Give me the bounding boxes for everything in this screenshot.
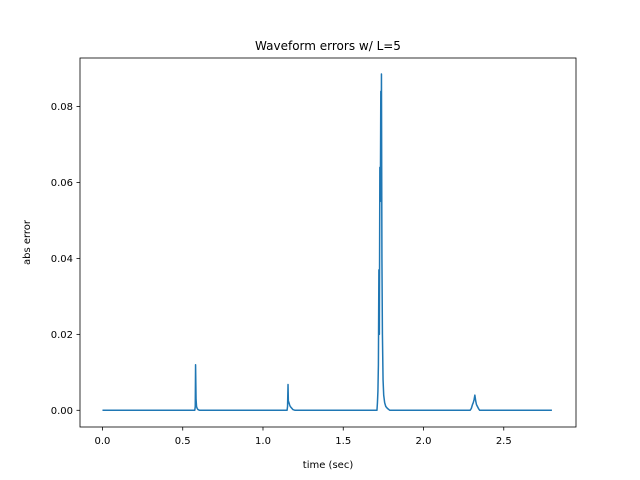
y-axis-ticks: 0.00 0.02 0.04 0.06 0.08 [51, 102, 80, 417]
x-tick-label: 2.5 [496, 436, 512, 447]
y-tick-label: 0.00 [51, 406, 73, 417]
x-tick-label: 2.0 [416, 436, 432, 447]
plot-frame [79, 57, 577, 428]
chart-title: Waveform errors w/ L=5 [255, 39, 401, 53]
y-tick-label: 0.02 [51, 330, 73, 341]
y-tick-label: 0.04 [51, 254, 73, 265]
y-tick-label: 0.08 [51, 102, 73, 113]
x-axis-label: time (sec) [303, 460, 354, 471]
x-tick-label: 0.0 [95, 436, 111, 447]
series-layer [102, 73, 552, 412]
y-axis-label: abs error [22, 219, 33, 265]
x-tick-label: 0.5 [175, 436, 191, 447]
x-tick-label: 1.5 [335, 436, 351, 447]
y-tick-label: 0.06 [51, 178, 73, 189]
x-axis-ticks: 0.0 0.5 1.0 1.5 2.0 2.5 [95, 427, 512, 447]
series-line-0 [102, 73, 552, 412]
x-tick-label: 1.0 [255, 436, 271, 447]
